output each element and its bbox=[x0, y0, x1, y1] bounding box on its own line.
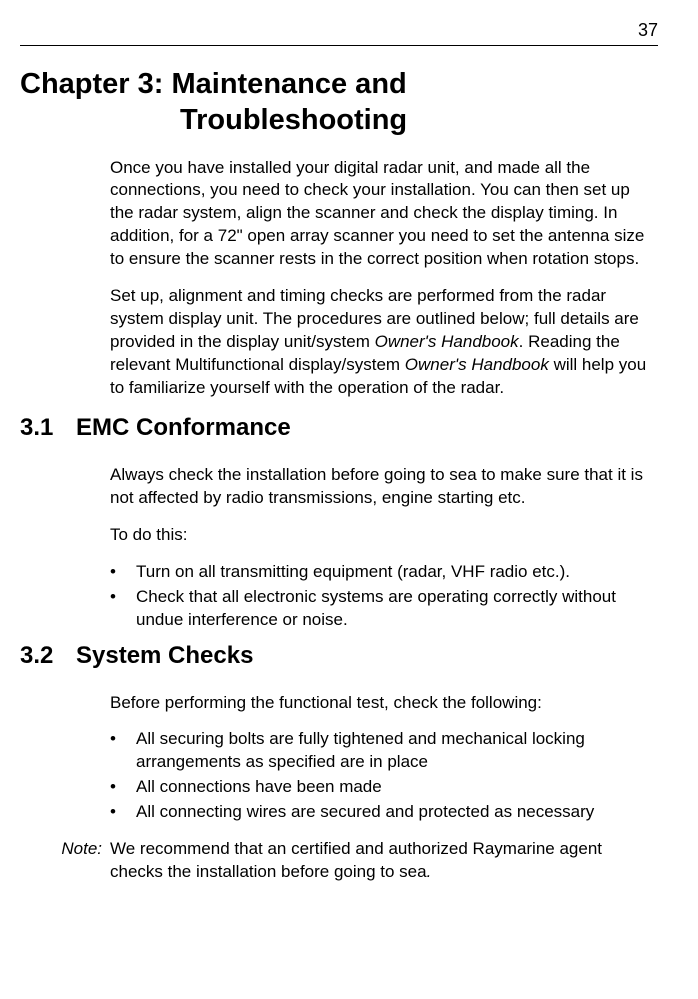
top-rule bbox=[20, 45, 658, 46]
list-item: • Check that all electronic systems are … bbox=[110, 586, 658, 632]
chapter-title-line1: Chapter 3: Maintenance and bbox=[20, 66, 658, 102]
bullet-icon: • bbox=[110, 561, 136, 584]
chapter-title-line2: Troubleshooting bbox=[20, 102, 658, 138]
intro-para-1: Once you have installed your digital rad… bbox=[110, 157, 658, 272]
section-3-1-number: 3.1 bbox=[20, 414, 76, 442]
section-3-2-number: 3.2 bbox=[20, 642, 76, 670]
intro-para-2: Set up, alignment and timing checks are … bbox=[110, 285, 658, 400]
bullet-icon: • bbox=[110, 728, 136, 774]
note-row: Note: We recommend that an certified and… bbox=[20, 838, 658, 884]
bullet-icon: • bbox=[110, 776, 136, 799]
bullet-icon: • bbox=[110, 586, 136, 632]
intro-para-2-italic2: Owner's Handbook bbox=[405, 355, 549, 374]
section-3-1-para-2: To do this: bbox=[110, 524, 658, 547]
list-item: • All securing bolts are fully tightened… bbox=[110, 728, 658, 774]
bullet-text: All securing bolts are fully tightened a… bbox=[136, 728, 658, 774]
section-3-1-para-1: Always check the installation before goi… bbox=[110, 464, 658, 510]
bullet-icon: • bbox=[110, 801, 136, 824]
intro-para-2-italic1: Owner's Handbook bbox=[375, 332, 519, 351]
list-item: • Turn on all transmitting equipment (ra… bbox=[110, 561, 658, 584]
note-label: Note: bbox=[54, 839, 110, 859]
list-item: • All connections have been made bbox=[110, 776, 658, 799]
section-3-2-title: System Checks bbox=[76, 642, 253, 670]
list-item: • All connecting wires are secured and p… bbox=[110, 801, 658, 824]
section-3-2-header: 3.2 System Checks bbox=[20, 642, 658, 670]
note-text: We recommend that an certified and autho… bbox=[110, 838, 658, 884]
section-3-1-title: EMC Conformance bbox=[76, 414, 291, 442]
bullet-text: Turn on all transmitting equipment (rada… bbox=[136, 561, 658, 584]
chapter-title: Chapter 3: Maintenance and Troubleshooti… bbox=[20, 66, 658, 139]
note-text-a: We recommend that an certified and autho… bbox=[110, 839, 602, 881]
section-3-2-bullets: • All securing bolts are fully tightened… bbox=[110, 728, 658, 824]
section-3-2-para-1: Before performing the functional test, c… bbox=[110, 692, 658, 715]
note-text-period: . bbox=[427, 862, 432, 881]
section-3-1-header: 3.1 EMC Conformance bbox=[20, 414, 658, 442]
bullet-text: All connecting wires are secured and pro… bbox=[136, 801, 658, 824]
bullet-text: All connections have been made bbox=[136, 776, 658, 799]
page-number: 37 bbox=[20, 20, 658, 41]
bullet-text: Check that all electronic systems are op… bbox=[136, 586, 658, 632]
section-3-1-bullets: • Turn on all transmitting equipment (ra… bbox=[110, 561, 658, 632]
